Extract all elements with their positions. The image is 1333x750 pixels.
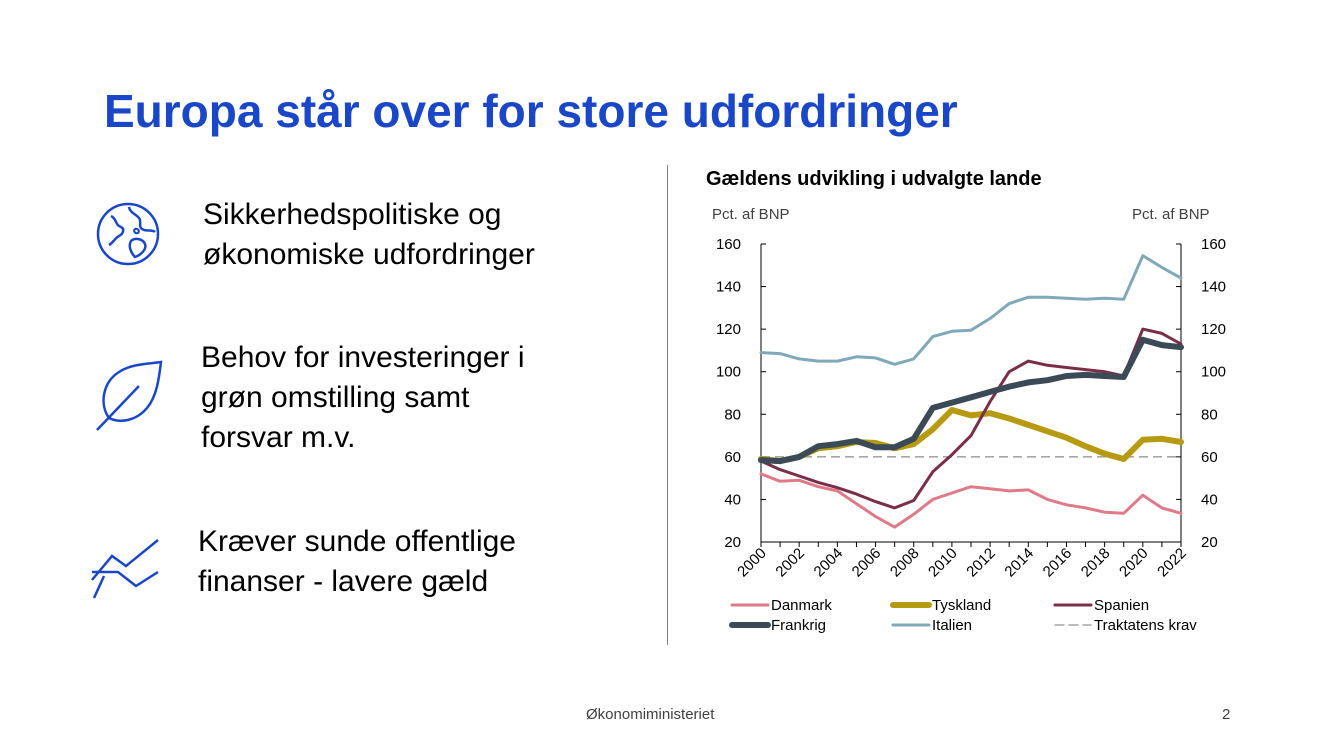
legend-label-frankrig: Frankrig [771,617,826,634]
y-tick-label-left: 60 [724,449,741,466]
y-tick-label-left: 140 [716,279,741,296]
y-tick-label-right: 60 [1201,449,1218,466]
x-tick-label: 2020 [1116,545,1152,581]
y-tick-label-left: 80 [724,406,741,423]
x-tick-label: 2008 [887,545,923,581]
x-tick-label: 2012 [963,545,999,581]
point-text: Sikkerhedspolitiske og økonomiske udford… [203,198,535,271]
vertical-divider [667,165,668,645]
trend-chart-icon [90,538,162,605]
y-tick-label-left: 120 [716,321,741,338]
y-tick-label-left: 100 [716,364,741,381]
globe-icon [95,201,161,272]
point-text: Behov for investeringer i grøn omstillin… [201,341,525,454]
y-tick-label-right: 100 [1201,364,1226,381]
x-tick-label: 2016 [1040,545,1076,581]
slide-title: Europa står over for store udfordringer [104,85,958,137]
y-axis-label-left: Pct. af BNP [712,206,790,223]
leaf-icon [95,360,165,437]
legend-label-tyskland: Tyskland [932,597,991,614]
legend-label-danmark: Danmark [771,597,832,614]
footer-text: Økonomiministeriet [586,706,715,723]
y-tick-label-right: 20 [1201,534,1218,551]
y-tick-label-right: 120 [1201,321,1226,338]
series-line-danmark [759,472,1183,529]
x-tick-label: 2018 [1078,545,1114,581]
page-number: 2 [1222,706,1231,723]
series-line-spanien [759,327,1183,510]
legend-label-italien: Italien [932,617,972,634]
y-tick-label-right: 80 [1201,406,1218,423]
y-tick-label-right: 140 [1201,279,1226,296]
y-tick-label-left: 20 [724,534,741,551]
series-line-frankrig [758,336,1184,465]
x-tick-label: 2002 [772,545,808,581]
x-tick-label: 2006 [849,545,885,581]
x-tick-label: 2010 [925,545,961,581]
chart-title: Gældens udvikling i udvalgte lande [706,168,1042,190]
point-text: Kræver sunde offentlige finanser - laver… [198,525,516,598]
x-tick-label: 2004 [811,545,847,581]
x-tick-label: 2014 [1001,545,1037,581]
y-tick-label-right: 40 [1201,491,1218,508]
y-axis-label-right: Pct. af BNP [1132,206,1210,223]
y-tick-label-left: 40 [724,491,741,508]
series-line-italien [759,254,1183,366]
x-tick-label: 2022 [1154,545,1190,581]
legend-label-traktatens-krav: Traktatens krav [1094,617,1197,634]
y-tick-label-left: 160 [716,236,741,253]
legend-label-spanien: Spanien [1094,597,1149,614]
y-tick-label-right: 160 [1201,236,1226,253]
